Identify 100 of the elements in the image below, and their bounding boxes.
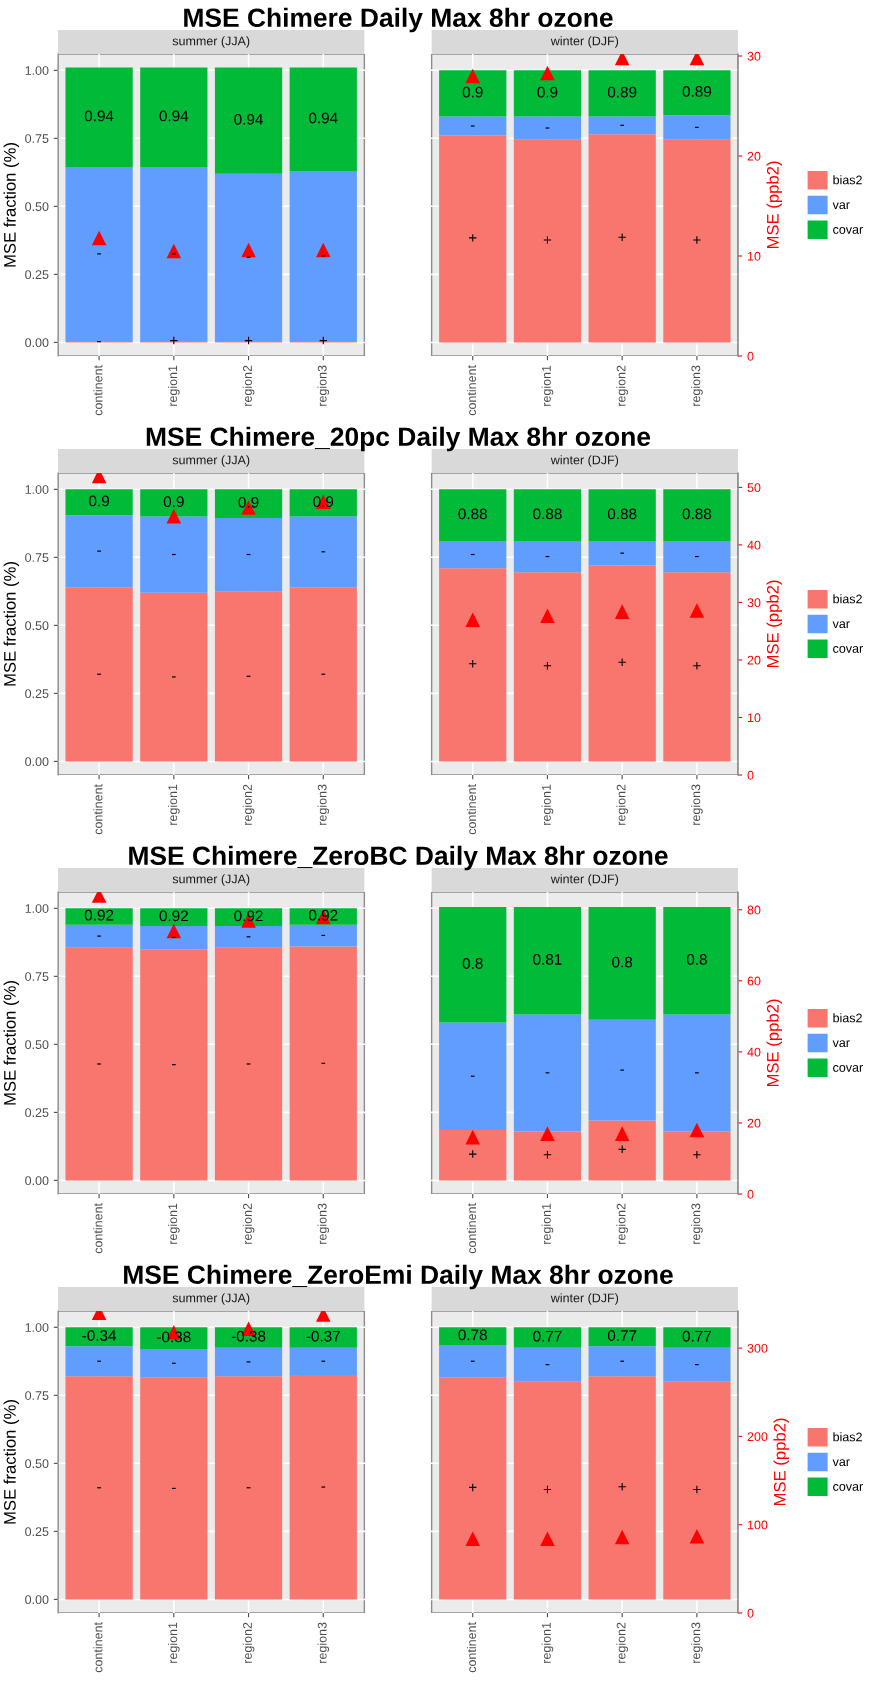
annotation: 0.78	[458, 1329, 487, 1341]
annotation: -	[246, 553, 251, 556]
annotation: 0.77	[607, 1330, 637, 1341]
annotation: +	[693, 1485, 701, 1494]
annotation: -	[321, 934, 326, 937]
bar	[214, 591, 283, 762]
bar	[588, 489, 656, 542]
annotation: -	[620, 1069, 625, 1071]
point	[465, 1129, 481, 1145]
bar	[214, 1347, 283, 1377]
annotation: -	[470, 1360, 475, 1362]
point	[540, 608, 555, 623]
bar	[65, 166, 133, 342]
annotation: +	[618, 1145, 626, 1154]
annotation: +	[693, 661, 701, 670]
legend-label: covar	[833, 1065, 863, 1072]
bar	[65, 947, 133, 1181]
point	[614, 1529, 630, 1545]
y-tick-label: 0.25	[25, 270, 49, 280]
x-tick-label: region1	[541, 1203, 554, 1244]
annotation: 0.77	[682, 1330, 711, 1342]
bar	[439, 1327, 507, 1346]
x-tick-label: region1	[168, 784, 180, 825]
legend-label: var	[832, 1040, 850, 1048]
bar	[588, 1376, 656, 1600]
x-tick-label: continent	[466, 784, 477, 835]
bar	[214, 1376, 283, 1600]
annotation: -	[171, 553, 176, 556]
annotation: -	[246, 256, 251, 258]
annotation: -	[171, 1487, 176, 1490]
bar	[513, 139, 582, 343]
text: winter (DJF)	[550, 874, 619, 886]
y-axis-title: MSE fraction (%)	[3, 562, 20, 686]
annotation: 0.92	[159, 910, 188, 922]
bar	[588, 1019, 656, 1121]
bar	[663, 1327, 731, 1348]
y2-tick-label: 0	[747, 1608, 754, 1618]
bar	[588, 134, 656, 343]
bar	[65, 515, 133, 588]
bar	[588, 565, 656, 762]
legend-label: var	[832, 202, 850, 210]
bar	[439, 1022, 507, 1131]
x-tick-label: region3	[317, 365, 330, 406]
annotation: +	[170, 336, 178, 345]
bar	[513, 1131, 582, 1181]
legend-label: bias2	[833, 1013, 862, 1023]
annotation: 0.94	[309, 112, 338, 124]
text: summer (JJA)	[172, 455, 250, 467]
annotation: -	[321, 255, 326, 257]
y-tick-label: 0.50	[25, 1459, 49, 1469]
bar	[140, 1349, 208, 1378]
legend-label: bias2	[833, 175, 862, 185]
bar	[65, 1376, 133, 1600]
annotation: -	[321, 1486, 326, 1488]
point	[689, 1122, 705, 1138]
point	[166, 923, 182, 939]
point	[315, 242, 331, 258]
y2-axis-title: MSE (ppb2)	[773, 1418, 789, 1506]
annotation: -	[545, 555, 550, 558]
point	[540, 65, 555, 81]
x-tick-label: region3	[691, 1622, 703, 1663]
y-axis-title: MSE fraction (%)	[3, 143, 20, 267]
x-tick-label: continent	[93, 1203, 103, 1254]
annotation: -0.37	[306, 1330, 340, 1342]
y2-tick-label: 300	[747, 1343, 768, 1353]
bar	[663, 906, 731, 1015]
point	[689, 603, 705, 618]
annotation: 0.9	[238, 496, 259, 508]
bar	[663, 541, 731, 573]
bar	[439, 541, 507, 569]
bar	[513, 70, 582, 117]
y-tick-label: 0.75	[25, 1391, 49, 1400]
bar	[663, 115, 731, 140]
chart-title: MSE Chimere Daily Max 8hr ozone	[184, 7, 613, 33]
bar	[663, 1131, 731, 1181]
point	[614, 604, 630, 619]
x-tick-label: region3	[317, 1622, 330, 1663]
bar	[588, 541, 656, 566]
y2-tick-label: 30	[747, 51, 761, 61]
y-tick-label: 0.50	[25, 202, 49, 212]
y2-tick-label: 0	[747, 770, 754, 780]
bar	[140, 489, 208, 517]
x-tick-label: region3	[691, 784, 703, 825]
annotation: 0.88	[533, 508, 562, 520]
bar	[663, 572, 731, 762]
annotation: 0.92	[84, 909, 114, 921]
bar	[588, 116, 656, 135]
bar	[513, 1014, 582, 1132]
annotation: 0.8	[686, 953, 707, 965]
annotation: -	[246, 1063, 251, 1065]
annotation: -	[321, 1062, 326, 1064]
bar	[513, 1327, 582, 1348]
annotation: -	[620, 552, 625, 554]
annotation: +	[543, 236, 552, 244]
y2-tick-label: 60	[747, 976, 761, 986]
x-tick-label: region1	[168, 1622, 180, 1663]
bar	[65, 1327, 133, 1347]
annotation: -	[171, 253, 176, 255]
bar	[140, 67, 208, 167]
annotation: -	[545, 1072, 550, 1074]
